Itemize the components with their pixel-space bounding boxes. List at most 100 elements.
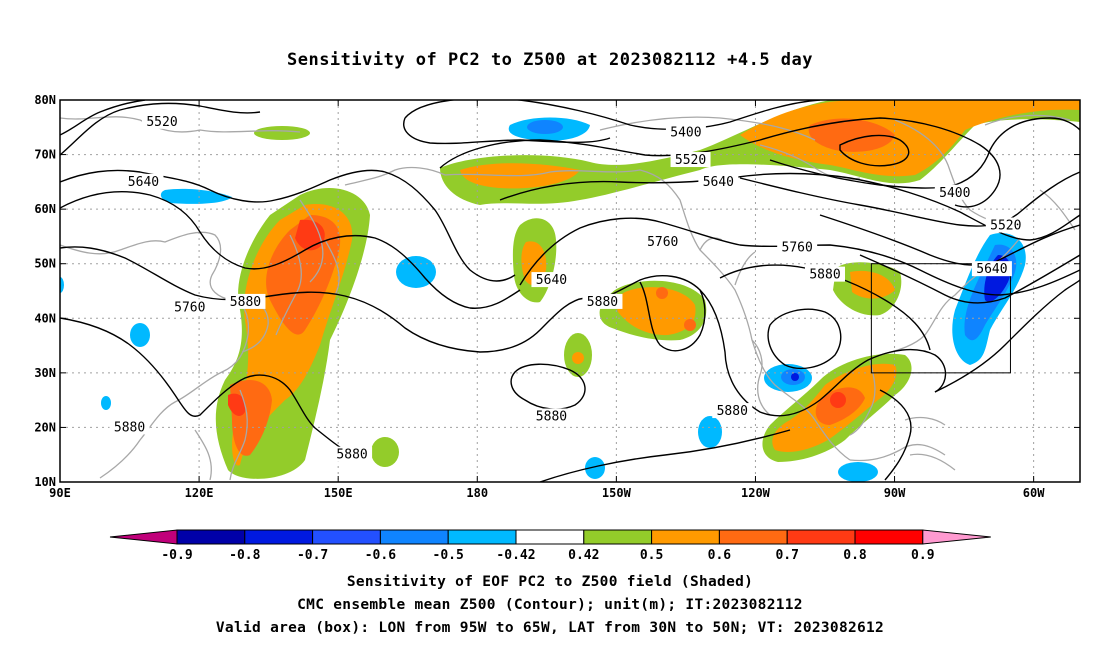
- contour-5400-east2: [769, 117, 1080, 189]
- contour-5880-west: [60, 246, 586, 353]
- colorbar-swatch: [651, 529, 720, 545]
- contour-label-text: 5640: [128, 175, 159, 190]
- shade-region: [838, 462, 878, 482]
- contour-5400-west: [60, 100, 146, 136]
- coastline: [60, 116, 301, 133]
- contour-5880-low: [767, 308, 842, 370]
- shade-region: [228, 393, 246, 416]
- coastline: [599, 116, 816, 141]
- shade-region: [740, 100, 1080, 177]
- colorbar-label: 0.5: [640, 548, 663, 563]
- caption-contour: CMC ensemble mean Z500 (Contour); unit(m…: [297, 597, 803, 613]
- contour-label: 5520: [985, 217, 1026, 234]
- contour-5760-east2: [859, 254, 1080, 304]
- contour-label: 5880: [805, 266, 845, 283]
- sensitivity-shading: [60, 100, 1080, 482]
- contour-5880-gulf: [879, 389, 912, 481]
- lon-tick-label: 60W: [1023, 486, 1045, 500]
- shade-region: [830, 392, 846, 408]
- map-grid: [60, 100, 1080, 482]
- lon-tick-label: 90E: [49, 486, 71, 500]
- colorbar-swatch: [176, 529, 246, 545]
- colorbar-under-arrow: [109, 529, 178, 545]
- shade-region: [130, 323, 150, 347]
- lon-tick-label: 150W: [602, 486, 632, 500]
- shade-region: [698, 416, 722, 448]
- contour-label: 5880: [531, 408, 572, 425]
- lat-tick-label: 40N: [34, 311, 56, 325]
- contour-label: 5880: [109, 419, 150, 435]
- colorbar-swatch: [244, 529, 314, 545]
- colorbar-label: 0.7: [775, 548, 798, 563]
- shade-region: [572, 352, 584, 364]
- lat-tick-label: 60N: [34, 202, 56, 216]
- colorbar-label: -0.42: [496, 548, 535, 563]
- colorbar-label: -0.7: [297, 548, 328, 563]
- contour-label-text: 5640: [536, 273, 567, 288]
- contour-label: 5640: [971, 261, 1012, 277]
- contour-label: 5520: [670, 152, 711, 168]
- contour-label-text: 5760: [174, 300, 205, 315]
- colorbar-label: -0.5: [433, 548, 464, 563]
- colorbar-swatch: [583, 529, 653, 545]
- contour-label: 5640: [123, 173, 164, 190]
- contour-label-text: 5640: [976, 262, 1007, 277]
- contour-5880-west2: [60, 317, 346, 451]
- contour-label-text: 5640: [703, 175, 734, 190]
- coastline: [734, 251, 756, 286]
- contour-label: 5520: [142, 113, 182, 130]
- colorbar-over-arrow: [922, 529, 991, 545]
- contour-label: 5760: [777, 239, 818, 255]
- contour-5640-main: [499, 172, 1080, 241]
- contour-label: 5880: [582, 293, 623, 310]
- coastline: [904, 416, 946, 426]
- shade-region: [585, 457, 605, 479]
- coastline: [444, 169, 851, 461]
- colorbar-label: 0.8: [843, 548, 867, 563]
- coastline: [849, 443, 946, 462]
- shade-region: [656, 287, 668, 299]
- contour-label-text: 5520: [675, 153, 706, 168]
- contour-5400-lobe: [403, 117, 611, 145]
- contour-label: 5400: [934, 184, 975, 201]
- coastline: [324, 239, 340, 296]
- coastline: [909, 453, 956, 471]
- shade-region: [295, 219, 325, 251]
- coastline: [194, 429, 212, 481]
- contour-label-text: 5880: [587, 295, 618, 310]
- lat-tick-label: 50N: [34, 257, 56, 271]
- lat-tick-label: 70N: [34, 148, 56, 162]
- coastline: [699, 237, 723, 251]
- contour-labels: 5520 5640 5760 5880 5880 5880 5640 5880 5760 5880…: [109, 113, 1026, 463]
- contour-label: 5880: [225, 293, 266, 310]
- coastline: [344, 166, 446, 186]
- lat-tick-label: 30N: [34, 366, 56, 380]
- colorbar-label: -0.6: [365, 548, 396, 563]
- colorbar-swatch: [447, 529, 517, 545]
- valid-area-box: [870, 263, 1011, 374]
- contour-5880-south: [539, 429, 791, 482]
- map-frame: [59, 99, 1081, 483]
- contour-5520-main: [439, 117, 1001, 208]
- contour-label: 5640: [698, 173, 739, 190]
- colorbar-label: 0.42: [568, 548, 599, 563]
- contour-5880-closed: [510, 363, 586, 410]
- axis-ticks: 90E 120E 150E 180 150W 120W 90W 60W 80N 70N 60N 50N…: [34, 93, 1080, 500]
- contour-5520-east: [739, 171, 1080, 227]
- contour-label-text: 5520: [146, 115, 177, 130]
- colorbar-label: -0.8: [229, 548, 260, 563]
- contour-label: 5640: [531, 272, 572, 288]
- contour-5760-west: [60, 190, 521, 309]
- shade-region: [684, 319, 696, 331]
- coastline: [984, 114, 1071, 126]
- caption-shaded: Sensitivity of EOF PC2 to Z500 field (Sh…: [346, 574, 754, 590]
- lon-tick-label: 120W: [741, 486, 771, 500]
- shade-region: [254, 126, 310, 140]
- shade-region: [616, 287, 696, 336]
- contour-label: 5880: [332, 446, 373, 463]
- contour-5400-main: [404, 100, 821, 130]
- shade-region: [101, 396, 111, 410]
- colorbar-swatch: [312, 529, 381, 545]
- lat-tick-label: 20N: [34, 420, 56, 434]
